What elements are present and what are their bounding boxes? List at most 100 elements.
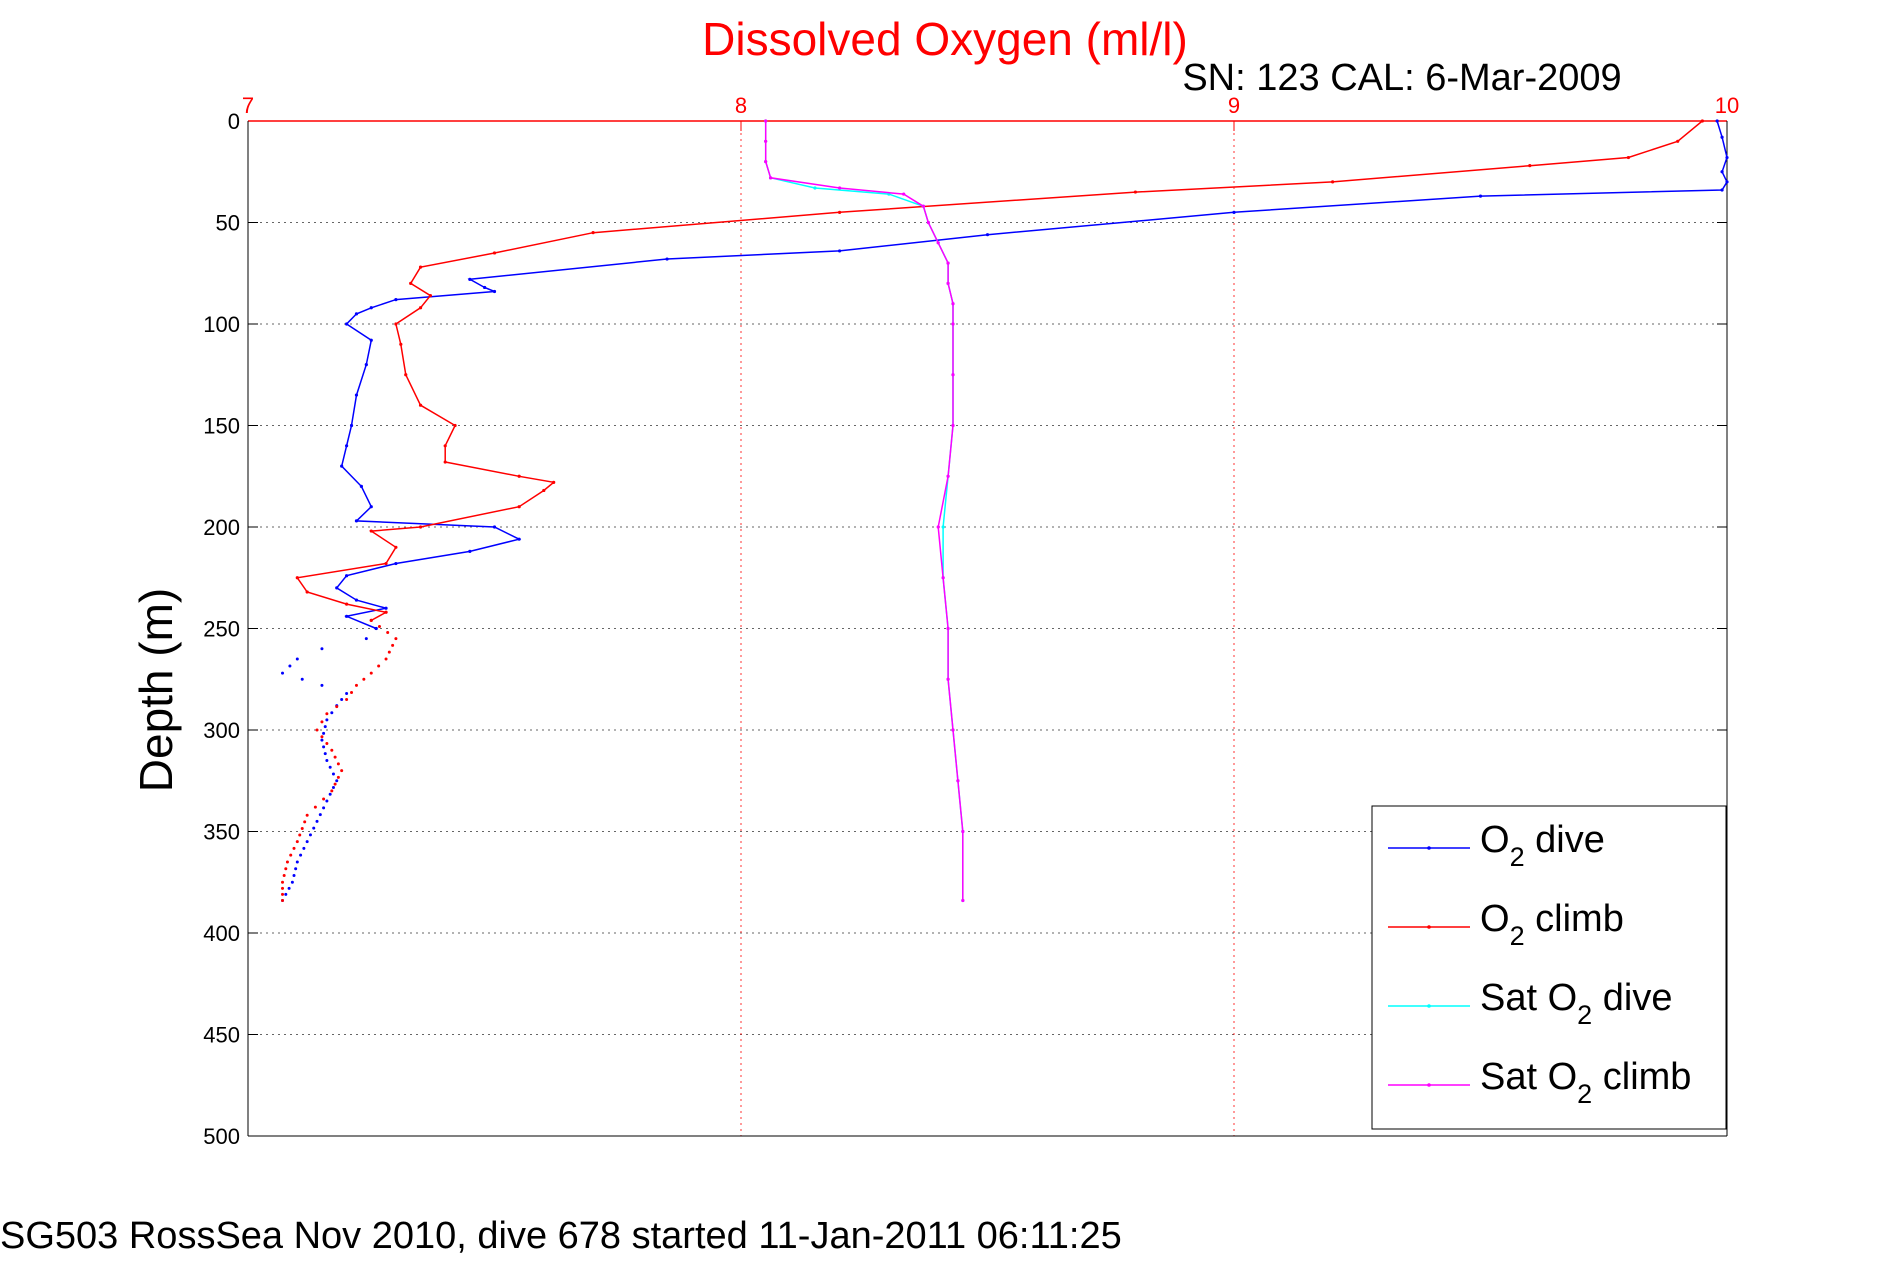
data-point [340,698,344,702]
y-tick-label: 300 [203,718,240,743]
data-point [483,285,487,290]
legend-label: Sat O2 dive [1480,977,1672,1030]
data-point [517,505,521,509]
data-point [300,826,304,830]
data-point [838,186,842,190]
data-point [345,444,349,448]
data-point [287,886,291,890]
data-point [665,257,669,261]
data-point [768,176,773,180]
data-point [281,671,285,675]
data-point [951,302,955,306]
data-point [961,898,965,903]
y-tick-label: 0 [228,109,240,134]
data-point [345,322,349,326]
data-point [305,813,309,817]
data-point [299,853,303,857]
y-tick-label: 450 [203,1023,240,1048]
data-point [281,899,285,903]
data-point [318,813,322,817]
data-point [941,576,945,580]
data-point [354,393,359,397]
data-point [384,561,388,566]
data-point [313,805,317,809]
legend-label: Sat O2 climb [1480,1056,1691,1109]
data-point [354,312,359,316]
data-point [418,525,423,529]
data-point [282,873,286,877]
data-point [838,210,842,214]
data-point [552,480,556,484]
data-point [350,690,354,694]
data-point [956,779,960,783]
legend-label: O2 climb [1480,898,1624,951]
data-point [320,720,324,724]
data-point [323,725,327,729]
data-point [349,423,354,428]
data-point [443,460,447,464]
data-point [294,867,298,871]
data-point [951,322,955,326]
data-point [345,574,349,578]
data-point [331,772,335,776]
data-point [951,423,955,428]
y-axis-label: Depth (m) [130,588,182,792]
axes: 0 50 100 150 200 250 300 350 400 450 500 7 8 9 10 [203,93,1739,1149]
data-point [328,765,332,769]
legend-marker [1427,925,1431,929]
series-o2-climb [281,119,1704,903]
data-point [418,265,423,269]
data-point [926,220,930,225]
data-point [281,880,285,884]
data-point [813,186,817,190]
data-point [335,779,339,783]
data-point [295,576,299,580]
x-tick-label: 9 [1228,93,1240,118]
footer-caption: SG503 RossSea Nov 2010, dive 678 started… [0,1215,1122,1257]
data-point [315,728,319,732]
data-point [1626,155,1630,160]
y-tick-label: 200 [203,515,240,540]
data-point [369,306,373,310]
data-point [1720,135,1724,139]
data-point [468,549,472,553]
data-point [394,545,398,549]
data-point [1478,194,1483,198]
data-point [946,261,950,265]
data-point [315,819,319,823]
data-point [384,610,388,614]
series-line [335,120,1728,630]
data-point [325,799,329,803]
legend-marker [1427,846,1431,850]
data-point [345,691,349,695]
data-point [517,537,521,541]
x-tick-label: 7 [242,93,254,118]
data-point [336,775,340,779]
data-point [941,525,945,529]
y-tick-label: 250 [203,617,240,642]
data-point [345,698,349,702]
data-point [330,748,334,752]
data-point [300,677,304,681]
data-point [325,742,329,746]
series-o2-dive [281,119,1729,903]
data-point [404,373,408,377]
data-point [902,192,906,196]
data-point [281,886,285,890]
data-point [336,762,340,766]
data-point [399,342,403,346]
data-point [838,249,842,253]
y-tick-label: 150 [203,414,240,439]
legend-marker [1427,1083,1431,1087]
data-point [312,826,316,830]
data-point [322,806,326,810]
data-point [325,718,329,722]
data-point [409,281,413,285]
data-point [921,204,926,208]
data-point [285,860,289,864]
data-point [391,643,395,647]
data-point [295,860,299,864]
data-point [322,797,326,801]
data-point [281,892,285,896]
